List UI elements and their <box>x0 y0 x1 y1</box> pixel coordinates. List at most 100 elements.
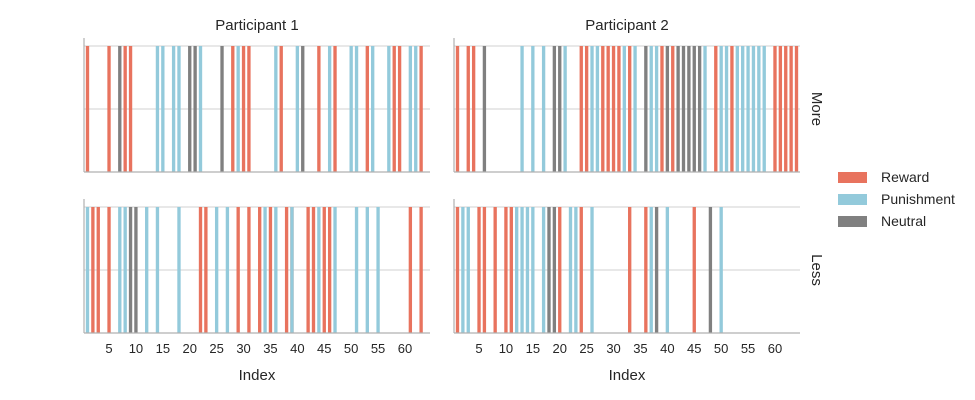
x-tick-label: 30 <box>606 341 620 356</box>
bar-punishment-14 <box>155 46 160 172</box>
x-tick-label: 10 <box>129 341 143 356</box>
column-title: Participant 2 <box>585 17 668 34</box>
bar-reward-64 <box>794 46 799 172</box>
bar-reward-59 <box>397 46 402 172</box>
bar-reward-47 <box>333 46 337 172</box>
bar-reward-1 <box>455 207 460 333</box>
x-tick-label: 15 <box>156 341 170 356</box>
bar-punishment-12 <box>145 207 149 333</box>
bar-neutral-38 <box>654 207 659 333</box>
bar-neutral-9 <box>128 207 133 333</box>
bar-reward-33 <box>628 46 632 172</box>
bar-reward-31 <box>617 46 621 172</box>
bar-punishment-29 <box>236 46 240 172</box>
bar-neutral-43 <box>681 46 686 172</box>
bar-neutral-46 <box>697 46 702 172</box>
bar-neutral-10 <box>134 207 138 333</box>
bar-neutral-40 <box>665 46 670 172</box>
x-tick-label: 20 <box>553 341 567 356</box>
bar-punishment-53 <box>365 207 369 333</box>
bar-punishment-58 <box>762 46 766 172</box>
legend-swatch <box>838 194 867 205</box>
bar-reward-29 <box>236 207 240 333</box>
bar-punishment-15 <box>531 207 535 333</box>
bar-punishment-53 <box>735 46 739 172</box>
bar-punishment-50 <box>719 207 723 333</box>
x-tick-label: 25 <box>579 341 593 356</box>
bar-punishment-12 <box>515 207 519 333</box>
legend: Reward Punishment Neutral <box>838 169 955 229</box>
bar-reward-23 <box>204 207 208 333</box>
panel-participant-1-less: 5 10 15 20 25 30 35 40 45 50 55 60 Index <box>83 199 430 384</box>
bar-reward-6 <box>482 207 487 333</box>
bar-reward-31 <box>247 207 251 333</box>
bar-reward-30 <box>611 46 616 172</box>
bar-reward-9 <box>128 46 133 172</box>
legend-item-neutral: Neutral <box>838 213 926 229</box>
bar-reward-63 <box>789 46 793 172</box>
bar-punishment-34 <box>633 46 637 172</box>
bar-reward-42 <box>306 207 310 333</box>
bar-neutral-44 <box>687 46 691 172</box>
bar-reward-31 <box>247 46 251 172</box>
bar-punishment-62 <box>414 46 418 172</box>
x-tick-label: 10 <box>499 341 513 356</box>
bar-reward-25 <box>584 46 589 172</box>
bar-reward-60 <box>773 46 777 172</box>
x-axis-label: Index <box>609 367 646 384</box>
x-tick-label: 50 <box>714 341 728 356</box>
bar-reward-58 <box>392 46 396 172</box>
bar-punishment-44 <box>317 207 321 333</box>
bar-punishment-56 <box>751 46 756 172</box>
bar-neutral-42 <box>676 46 680 172</box>
bar-punishment-36 <box>274 207 278 333</box>
bar-neutral-18 <box>547 207 551 333</box>
bar-reward-38 <box>284 207 289 333</box>
facet-panels: Participant 1 5 10 15 20 25 30 35 40 45 50 55 60 Inde… <box>83 17 825 384</box>
bar-reward-61 <box>778 46 783 172</box>
bar-punishment-39 <box>290 207 294 333</box>
bar-neutral-48 <box>708 207 713 333</box>
legend-label: Neutral <box>881 213 926 229</box>
bar-reward-44 <box>317 46 321 172</box>
bar-reward-5 <box>107 46 111 172</box>
bar-neutral-20 <box>558 46 562 172</box>
bar-reward-45 <box>692 207 696 333</box>
bar-reward-28 <box>231 46 235 172</box>
bar-punishment-14 <box>525 207 530 333</box>
bar-punishment-54 <box>371 46 375 172</box>
bar-punishment-26 <box>590 46 594 172</box>
bar-punishment-55 <box>746 46 750 172</box>
bar-reward-5 <box>477 207 481 333</box>
bar-reward-63 <box>419 207 423 333</box>
bar-reward-24 <box>579 46 583 172</box>
x-tick-label: 55 <box>371 341 385 356</box>
row-label: Less <box>808 254 825 286</box>
bar-reward-36 <box>644 207 648 333</box>
bar-punishment-7 <box>118 207 122 333</box>
bar-reward-52 <box>730 46 734 172</box>
bar-punishment-50 <box>349 46 353 172</box>
bar-punishment-27 <box>225 207 230 333</box>
bar-punishment-47 <box>333 207 337 333</box>
bar-punishment-26 <box>590 207 594 333</box>
bar-punishment-34 <box>263 207 267 333</box>
panel-participant-2-more: Participant 2 More <box>453 17 825 173</box>
bar-reward-29 <box>606 46 610 172</box>
x-tick-label: 40 <box>290 341 304 356</box>
bar-punishment-61 <box>408 46 413 172</box>
x-tick-label: 20 <box>183 341 197 356</box>
bar-reward-1 <box>85 46 90 172</box>
x-tick-label: 5 <box>105 341 112 356</box>
x-tick-label: 25 <box>209 341 223 356</box>
bar-reward-5 <box>107 207 111 333</box>
bar-punishment-15 <box>161 46 165 172</box>
legend-item-reward: Reward <box>838 169 929 185</box>
x-tick-label: 60 <box>398 341 412 356</box>
bar-punishment-37 <box>649 207 653 333</box>
bar-punishment-55 <box>376 207 380 333</box>
bar-punishment-37 <box>649 46 653 172</box>
x-tick-label: 60 <box>768 341 782 356</box>
row-label: More <box>808 92 825 126</box>
bar-reward-8 <box>493 207 497 333</box>
